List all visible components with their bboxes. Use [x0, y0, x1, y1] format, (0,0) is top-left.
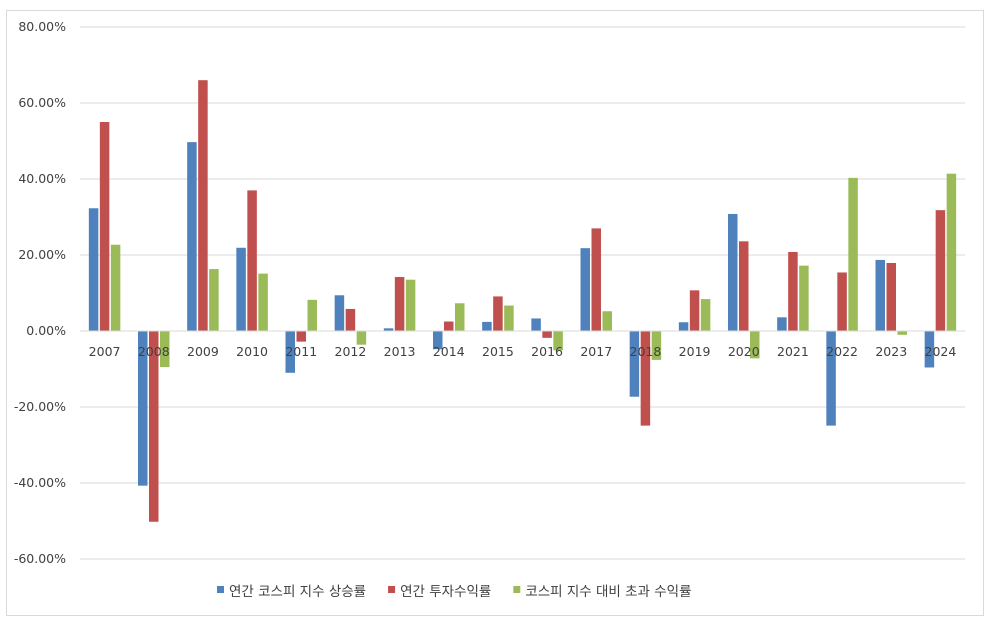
x-tick-label: 2019 [679, 344, 711, 359]
bar-2010-series-2 [247, 190, 257, 331]
bar-2020-series-2 [739, 241, 749, 331]
bar-2016-series-1 [531, 318, 541, 331]
bar-2012-series-2 [345, 308, 356, 331]
bar-2013-series-1 [383, 328, 394, 331]
bar-2024-series-1 [924, 331, 935, 368]
legend-swatch [217, 586, 224, 593]
legend: 연간 코스피 지수 상승률 연간 투자수익률 코스피 지수 대비 초과 수익률 [217, 584, 692, 600]
bar-2012-series-3 [356, 331, 367, 345]
x-tick-label: 2024 [925, 344, 957, 359]
bar-2023-series-1 [875, 259, 885, 331]
legend-swatch [388, 586, 396, 593]
bar-2013-series-3 [405, 279, 416, 331]
bars [80, 80, 965, 522]
x-axis-ticks: 2007 2008 2009 2010 2011 2012 2013 2014 2015 2016… [89, 344, 957, 359]
bar-2021-series-1 [777, 317, 787, 331]
bar-2016-series-3 [553, 331, 563, 351]
y-axis-ticks: 80.00% 60.00% 40.00% 20.00% 0.00% -20.00% -40.… [14, 19, 66, 566]
bar-2008-series-2 [149, 331, 159, 522]
bar-2008-series-3 [160, 331, 170, 368]
bar-2017-series-3 [602, 311, 612, 331]
bar-2021-series-3 [799, 265, 809, 331]
bar-2019-series-3 [700, 299, 711, 331]
bar-2007-series-1 [88, 208, 99, 331]
y-tick-label: 60.00% [18, 95, 66, 110]
x-tick-label: 2012 [335, 344, 367, 359]
legend-label: 연간 투자수익률 [400, 584, 491, 600]
x-tick-label: 2016 [531, 344, 563, 359]
bar-2015-series-3 [504, 305, 514, 331]
x-tick-label: 2013 [384, 344, 416, 359]
bar-2015-series-2 [493, 296, 503, 331]
x-tick-label: 2021 [777, 344, 809, 359]
bar-2024-series-3 [946, 173, 957, 331]
bar-2021-series-2 [788, 251, 798, 331]
y-tick-label: -60.00% [14, 551, 66, 566]
bar-2022-series-2 [837, 272, 847, 331]
legend-label: 코스피 지수 대비 초과 수익률 [525, 584, 691, 600]
bar-2016-series-2 [542, 331, 552, 338]
bar-2011-series-2 [296, 331, 306, 342]
x-tick-label: 2022 [826, 344, 858, 359]
bar-2009-series-3 [209, 269, 219, 331]
bar-2007-series-3 [110, 244, 121, 331]
y-tick-label: -40.00% [14, 475, 66, 490]
bar-2019-series-1 [678, 322, 689, 331]
y-tick-label: 40.00% [18, 171, 66, 186]
x-tick-label: 2018 [630, 344, 662, 359]
x-tick-label: 2020 [728, 344, 760, 359]
bar-2015-series-1 [482, 321, 492, 331]
x-tick-label: 2008 [138, 344, 170, 359]
legend-swatch [513, 586, 521, 593]
bar-2012-series-1 [334, 295, 345, 331]
bar-2008-series-1 [138, 331, 148, 486]
y-tick-label: 80.00% [18, 19, 66, 34]
x-tick-label: 2015 [482, 344, 514, 359]
bar-2024-series-2 [935, 210, 946, 331]
bar-2018-series-2 [640, 331, 651, 426]
bar-2020-series-1 [728, 213, 738, 331]
bar-2018-series-1 [629, 331, 640, 397]
bar-2007-series-2 [99, 122, 110, 331]
x-tick-label: 2007 [89, 344, 121, 359]
bar-2023-series-3 [897, 331, 907, 335]
bar-2010-series-1 [236, 247, 246, 331]
x-tick-label: 2011 [285, 344, 317, 359]
bar-2009-series-2 [198, 80, 208, 331]
x-tick-label: 2014 [433, 344, 465, 359]
bar-2022-series-3 [848, 177, 858, 331]
bar-2019-series-2 [689, 290, 700, 331]
bar-2023-series-2 [886, 262, 896, 331]
bar-2010-series-3 [258, 273, 268, 331]
bar-2014-series-3 [455, 303, 465, 331]
bar-2014-series-2 [444, 321, 454, 331]
x-tick-label: 2023 [875, 344, 907, 359]
x-tick-label: 2017 [580, 344, 612, 359]
x-tick-label: 2009 [187, 344, 219, 359]
bar-2011-series-3 [307, 299, 317, 331]
bar-2017-series-1 [580, 248, 590, 331]
bar-2009-series-1 [187, 142, 197, 331]
bar-2017-series-2 [591, 228, 601, 331]
x-tick-label: 2010 [236, 344, 268, 359]
bar-2020-series-3 [750, 331, 760, 359]
y-tick-label: 20.00% [18, 247, 66, 262]
bar-2013-series-2 [394, 277, 405, 331]
bar-2022-series-1 [826, 331, 836, 426]
legend-label: 연간 코스피 지수 상승률 [229, 584, 366, 600]
bar-2011-series-1 [285, 331, 295, 373]
y-tick-label: -20.00% [14, 399, 66, 414]
y-tick-label: 0.00% [26, 323, 66, 338]
bar-2018-series-3 [651, 331, 662, 360]
bar-2014-series-1 [433, 331, 443, 350]
